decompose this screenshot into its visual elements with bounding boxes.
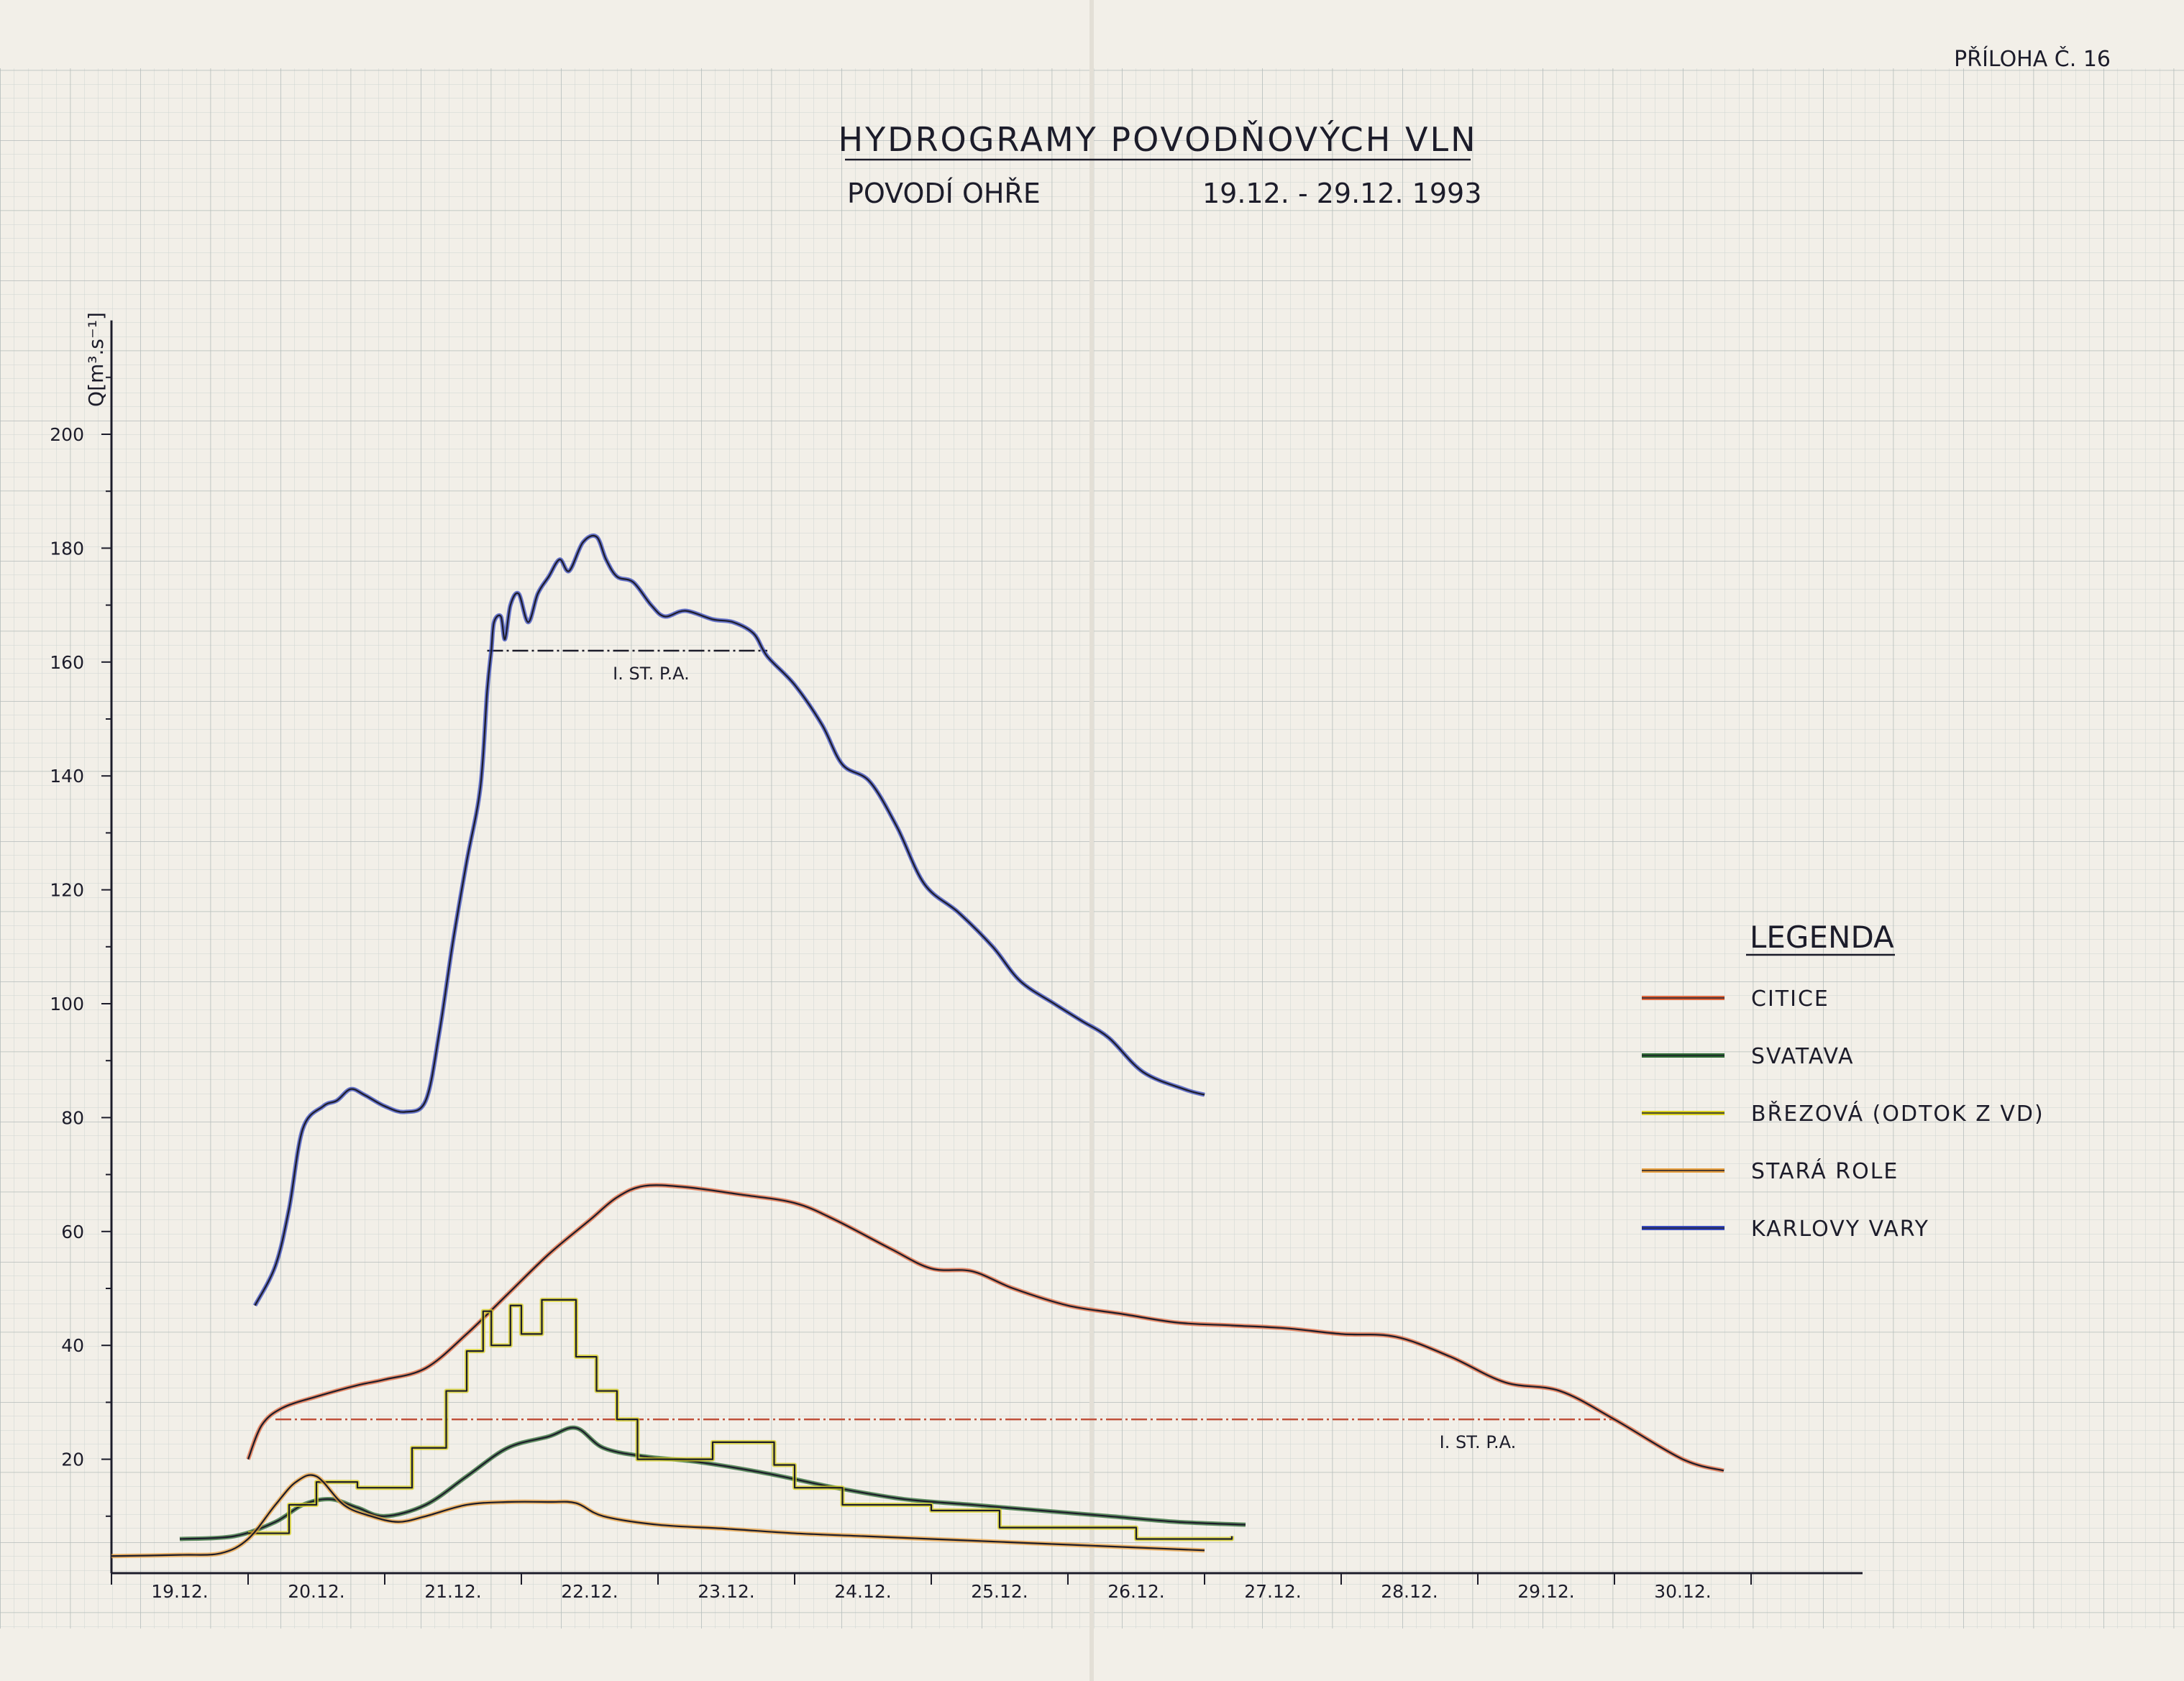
- y-axis-label: Q[m³.s⁻¹]: [84, 312, 108, 407]
- chart-subtitle-dates: 19.12. - 29.12. 1993: [1202, 178, 1481, 209]
- threshold-label: I. ST. P.A.: [613, 664, 690, 684]
- threshold-label: I. ST. P.A.: [1440, 1432, 1517, 1452]
- x-tick-label: 22.12.: [561, 1581, 618, 1602]
- y-tick-label: 160: [50, 652, 84, 673]
- y-tick-label: 40: [61, 1335, 84, 1356]
- x-tick-label: 19.12.: [151, 1581, 209, 1602]
- x-tick-label: 27.12.: [1244, 1581, 1302, 1602]
- legend-label: BŘEZOVÁ (ODTOK Z VD): [1751, 1101, 2044, 1127]
- x-tick-label: 25.12.: [971, 1581, 1028, 1602]
- x-tick-label: 30.12.: [1654, 1581, 1712, 1602]
- series-line-karlovy-vary: [254, 534, 1205, 1306]
- x-tick-label: 20.12.: [288, 1581, 345, 1602]
- annex-label: PŘÍLOHA Č. 16: [1954, 45, 2111, 72]
- x-tick-label: 26.12.: [1107, 1581, 1165, 1602]
- y-tick-label: 20: [61, 1449, 84, 1470]
- x-tick-label: 21.12.: [424, 1581, 482, 1602]
- legend-label: STARÁ ROLE: [1751, 1158, 1899, 1184]
- x-tick-label: 23.12.: [698, 1581, 755, 1602]
- y-tick-label: 80: [61, 1107, 84, 1128]
- y-tick-label: 120: [50, 880, 84, 901]
- legend-label: SVATAVA: [1751, 1044, 1855, 1069]
- legend-label: CITICE: [1751, 986, 1829, 1012]
- series-line-star-role: [111, 1474, 1205, 1557]
- y-tick-label: 140: [50, 766, 84, 787]
- series-line-b-ezov-odtok-z-vd: [248, 1298, 1233, 1540]
- x-tick-label: 24.12.: [834, 1581, 892, 1602]
- chart-subtitle-basin: POVODÍ OHŘE: [847, 178, 1041, 209]
- legend-label: KARLOVY VARY: [1751, 1217, 1929, 1242]
- y-tick-label: 200: [50, 424, 84, 445]
- series-line-citice: [247, 1184, 1724, 1472]
- x-tick-label: 29.12.: [1517, 1581, 1575, 1602]
- legend: LEGENDA CITICE SVATAVA BŘEZOVÁ (ODTOK Z VD…: [1642, 920, 2044, 1242]
- y-tick-label: 180: [50, 538, 84, 559]
- y-tick-label: 100: [50, 994, 84, 1014]
- y-tick-label: 60: [61, 1222, 84, 1242]
- x-tick-label: 28.12.: [1381, 1581, 1438, 1602]
- legend-title: LEGENDA: [1750, 920, 1894, 955]
- plot-area: 20 40 60 80 100 120 140 160 180 200 19.12. 20.12. 21…: [50, 320, 1863, 1602]
- series-line-svatava: [179, 1426, 1246, 1540]
- chart-title: HYDROGRAMY POVODŇOVÝCH VLN: [838, 120, 1477, 159]
